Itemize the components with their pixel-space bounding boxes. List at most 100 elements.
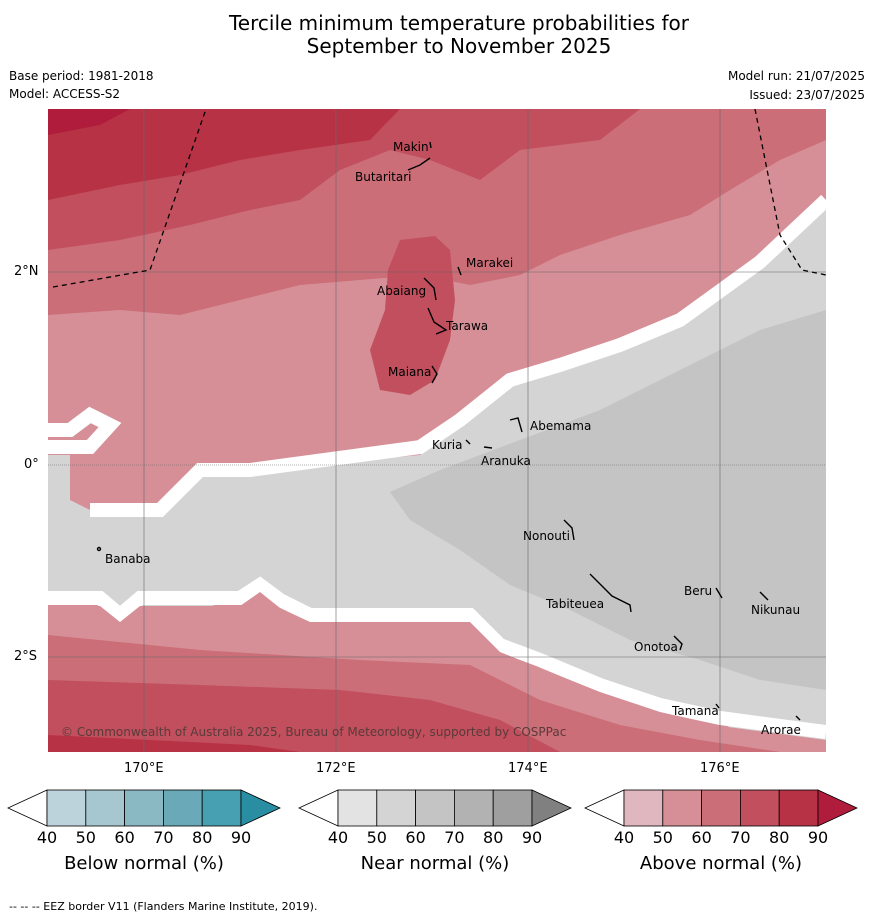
colorbar-tick-label: 90 xyxy=(230,828,252,847)
lon-label: 170°E xyxy=(124,761,164,776)
field-above-south-80 xyxy=(48,735,300,752)
colorbar-tick-label: 50 xyxy=(652,828,673,847)
place-label: Banaba xyxy=(105,552,151,566)
colorbar-tick-label: 50 xyxy=(366,828,387,847)
colorbar-segment xyxy=(162,789,203,827)
colorbar-tick-label: 40 xyxy=(327,828,349,847)
colorbar-tick-label: 60 xyxy=(691,828,712,847)
lon-label: 176°E xyxy=(700,761,740,776)
field-above-80 xyxy=(48,109,400,200)
model-run: Model run: 21/07/2025 xyxy=(727,69,865,83)
place-label: Makin xyxy=(393,140,429,154)
island-marakei xyxy=(457,266,462,276)
island-abaiang xyxy=(423,277,437,301)
colorbar-segment xyxy=(376,789,416,827)
colorbars xyxy=(7,789,858,827)
colorbar-tick-label: 90 xyxy=(521,828,543,847)
field-above-blob xyxy=(370,236,455,395)
place-label: Tabiteuea xyxy=(545,597,604,611)
field-above-south-70 xyxy=(48,680,560,752)
island-banaba xyxy=(96,546,102,552)
title-line-2: September to November 2025 xyxy=(306,34,612,58)
colorbar-segment xyxy=(337,789,378,827)
colorbar-tick-label: 80 xyxy=(192,828,213,847)
place-label: Arorae xyxy=(761,723,801,737)
footnote: -- -- -- EEZ border V11 (Flanders Marine… xyxy=(9,900,318,913)
place-label: Tamana xyxy=(671,704,719,718)
place-label: Maiana xyxy=(388,365,431,379)
field-boundary-upper xyxy=(48,194,826,517)
island-butaritari xyxy=(407,157,431,171)
colorbar-tick-label: 50 xyxy=(75,828,96,847)
model-name: Model: ACCESS-S2 xyxy=(9,87,121,101)
colorbar-segment xyxy=(492,789,533,827)
island-nonouti xyxy=(563,519,575,541)
island-makin xyxy=(429,141,432,149)
title-line-1: Tercile minimum temperature probabilitie… xyxy=(228,11,690,35)
island-kuria xyxy=(465,439,471,445)
colorbar-segment xyxy=(453,789,494,827)
probability-field: Makin Butaritari Marakei Abaiang Tarawa … xyxy=(48,109,826,752)
island-beru xyxy=(715,587,723,599)
island-tamana xyxy=(715,703,720,709)
map-title: Tercile minimum temperature probabilitie… xyxy=(0,12,873,58)
island-outlines xyxy=(96,141,801,721)
colorbar-title-below: Below normal (%) xyxy=(64,853,224,874)
colorbar-tick-label: 70 xyxy=(444,828,465,847)
colorbar-segment xyxy=(240,789,281,827)
colorbar-tick-label: 60 xyxy=(114,828,135,847)
copyright-notice: © Commonwealth of Australia 2025, Bureau… xyxy=(61,725,566,739)
island-onotoa xyxy=(673,635,683,651)
island-arorae xyxy=(795,715,801,721)
place-label: Marakei xyxy=(466,256,513,270)
lat-label: 2°S xyxy=(14,649,38,664)
colorbar-segment xyxy=(298,789,339,827)
lon-label: 172°E xyxy=(316,761,356,776)
lat-label: 0° xyxy=(24,457,39,472)
colorbar-title-near: Near normal (%) xyxy=(360,853,510,874)
colorbar-segment xyxy=(46,789,87,827)
place-label: Kuria xyxy=(432,438,463,452)
colorbar-segment xyxy=(623,789,664,827)
colorbar-segment xyxy=(662,789,702,827)
field-above-90 xyxy=(48,109,130,135)
colorbar-segment xyxy=(201,789,242,827)
field-near-60 xyxy=(390,310,826,690)
colorbar-tick-label: 80 xyxy=(483,828,504,847)
colorbar-segment xyxy=(778,789,819,827)
colorbar-segment xyxy=(740,789,780,827)
colorbar-segment xyxy=(415,789,455,827)
issued-date: Issued: 23/07/2025 xyxy=(749,88,865,102)
colorbar-segment xyxy=(584,789,625,827)
field-boundary-lower xyxy=(48,576,826,739)
island-maiana xyxy=(431,365,438,384)
colorbar-tick-label: 90 xyxy=(807,828,829,847)
place-label: Abaiang xyxy=(377,284,426,298)
colorbar-title-above: Above normal (%) xyxy=(639,853,803,874)
place-label: Nikunau xyxy=(751,603,800,617)
island-abemama xyxy=(509,417,523,433)
colorbar-tick-label: 40 xyxy=(36,828,58,847)
place-label: Tarawa xyxy=(445,319,488,333)
base-period: Base period: 1981-2018 xyxy=(9,69,154,83)
place-label: Beru xyxy=(684,584,712,598)
place-label: Aranuka xyxy=(481,454,531,468)
colorbar-segment xyxy=(7,789,48,827)
grid xyxy=(48,109,826,752)
colorbar-tick-label: 70 xyxy=(730,828,751,847)
place-label: Abemama xyxy=(530,419,591,433)
island-nikunau xyxy=(759,591,769,601)
place-label: Butaritari xyxy=(355,170,412,184)
lat-label: 2°N xyxy=(14,264,39,279)
colorbar-tick-label: 80 xyxy=(769,828,790,847)
colorbar-segment xyxy=(701,789,741,827)
colorbar-segment xyxy=(124,789,164,827)
colorbar-tick-label: 70 xyxy=(153,828,174,847)
colorbar-segment xyxy=(85,789,126,827)
island-tarawa xyxy=(427,307,448,335)
place-label: Onotoa xyxy=(634,640,678,654)
colorbar-tick-label: 60 xyxy=(405,828,426,847)
island-aranuka xyxy=(483,446,493,449)
lon-label: 174°E xyxy=(508,761,548,776)
